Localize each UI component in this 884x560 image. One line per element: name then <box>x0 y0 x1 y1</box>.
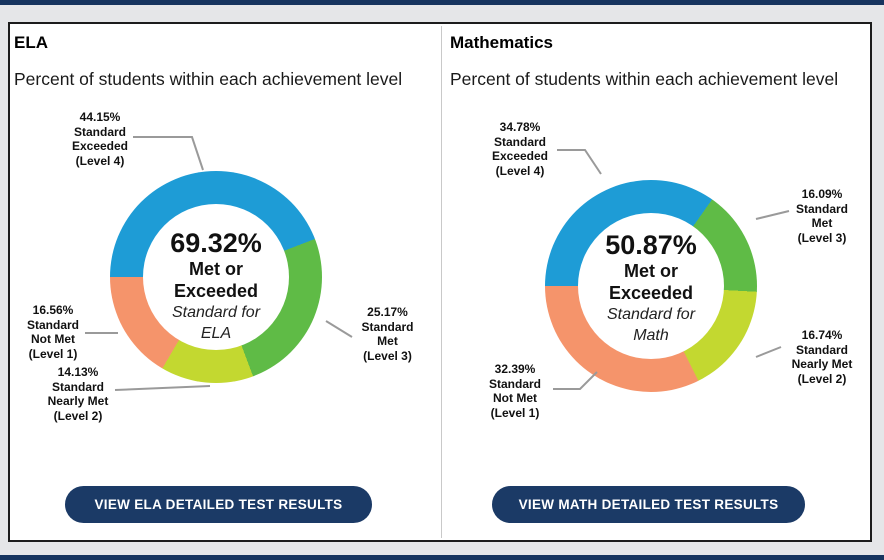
ela-met-or-exceeded-percent: 69.32% <box>170 228 262 258</box>
math-center-met-line2: Exceeded <box>608 283 694 303</box>
ela-donut-center-label: 69.32% Met or Exceeded Standard for ELA <box>131 228 301 344</box>
bottom-border-strip <box>0 555 884 560</box>
math-donut-hole <box>578 213 724 359</box>
ela-center-met-line1: Met or <box>189 259 243 279</box>
math-panel-title: Mathematics <box>450 33 553 52</box>
ela-donut-hole <box>143 204 289 350</box>
ela-center-standard-line2: ELA <box>200 325 232 342</box>
ela-label-standard-met: 25.17% Standard Met (Level 3) <box>361 305 414 363</box>
math-label-standard-exceeded: 34.78% Standard Exceeded (Level 4) <box>491 120 549 178</box>
ela-label-standard-nearly-met: 14.13% Standard Nearly Met (Level 2) <box>47 365 109 423</box>
panel-divider <box>441 26 442 538</box>
top-border-strip <box>0 0 884 5</box>
math-met-or-exceeded-percent: 50.87% <box>605 230 697 260</box>
ela-panel-title: ELA <box>14 33 48 52</box>
ela-center-standard-line1: Standard for <box>171 304 261 321</box>
ela-donut-chart <box>110 171 322 383</box>
view-ela-detailed-results-button[interactable]: VIEW ELA DETAILED TEST RESULTS <box>65 486 372 523</box>
ela-label-standard-exceeded: 44.15% Standard Exceeded (Level 4) <box>71 110 129 168</box>
view-math-detailed-results-button[interactable]: VIEW MATH DETAILED TEST RESULTS <box>492 486 805 523</box>
math-donut-chart <box>545 180 757 392</box>
math-center-standard-line2: Math <box>633 327 669 344</box>
math-center-met-line1: Met or <box>624 261 678 281</box>
math-chart-subtitle: Percent of students within each achievem… <box>450 69 839 89</box>
ela-center-met-line2: Exceeded <box>173 281 259 301</box>
ela-chart-subtitle: Percent of students within each achievem… <box>14 69 403 89</box>
math-label-standard-nearly-met: 16.74% Standard Nearly Met (Level 2) <box>791 328 853 386</box>
ela-label-standard-not-met: 16.56% Standard Not Met (Level 1) <box>26 303 79 361</box>
math-label-standard-met: 16.09% Standard Met (Level 3) <box>795 187 848 245</box>
math-label-standard-not-met: 32.39% Standard Not Met (Level 1) <box>488 362 541 420</box>
math-center-standard-line1: Standard for <box>606 306 696 323</box>
math-donut-center-label: 50.87% Met or Exceeded Standard for Math <box>566 230 736 346</box>
